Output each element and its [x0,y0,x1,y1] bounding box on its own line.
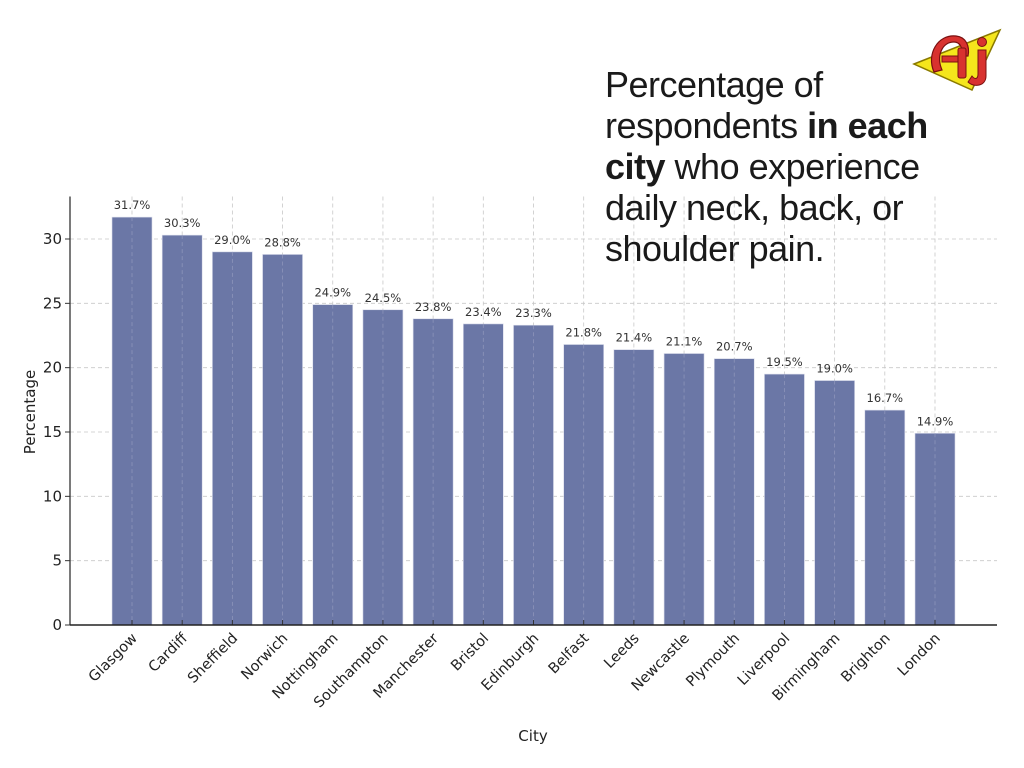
y-tick-label: 15 [43,423,62,441]
y-tick-label: 30 [43,230,62,248]
data-label: 21.8% [565,326,602,340]
axes [65,196,997,626]
x-tick-label: Belfast [546,630,593,677]
data-label: 19.0% [816,362,853,376]
x-axis-label: City [518,727,548,745]
x-tick-label: Cardiff [146,630,192,676]
y-axis-label: Percentage [21,370,39,454]
data-label: 24.5% [365,291,402,305]
chart-title: Percentage of respondents in each city w… [605,64,965,269]
data-labels: 31.7% 30.3% 29.0% 28.8% 24.9% 24.5% 23.8% 23.4%… [114,198,954,428]
x-tick-label: Norwich [239,631,292,684]
aj-brand-logo-icon [912,28,1002,91]
y-tick-label: 25 [43,294,62,312]
x-tick-label: Plymouth [683,631,743,691]
x-tick-label: Bristol [448,631,492,675]
x-tick-label: Leeds [601,631,642,672]
data-label: 21.4% [616,331,653,345]
data-label: 29.0% [214,233,251,247]
x-tick-label: Brighton [838,631,893,686]
bars [111,216,956,626]
title-part-3: who experience daily neck, back, or shou… [605,146,920,269]
title-part-1: Percentage of respondents [605,64,823,146]
data-label: 28.8% [264,235,301,249]
x-tick-label: Sheffield [185,631,241,687]
y-tick-label: 20 [43,359,62,377]
title-part-2-bold: in each city [605,105,928,187]
y-tick-label: 0 [52,616,62,634]
data-label: 31.7% [114,198,151,212]
data-label: 19.5% [766,355,803,369]
bar-liverpool [764,373,805,626]
data-label: 14.9% [917,414,954,428]
data-label: 20.7% [716,340,753,354]
x-tick-label: Glasgow [86,630,141,685]
x-tick-label: London [895,631,944,680]
data-label: 21.1% [666,335,703,349]
bar-nottingham [312,304,354,626]
y-tick-label: 10 [43,487,62,505]
data-label: 24.9% [314,286,351,300]
data-label: 23.4% [465,305,502,319]
y-tick-labels: 0 5 10 15 20 25 30 [43,230,62,634]
data-label: 16.7% [867,391,904,405]
x-tick-labels: Glasgow CardiffSheffieldNorwichNottingham… [86,630,944,711]
data-label: 23.3% [515,306,552,320]
data-label: 30.3% [164,216,201,230]
y-tick-label: 5 [52,552,62,570]
data-label: 23.8% [415,300,452,314]
